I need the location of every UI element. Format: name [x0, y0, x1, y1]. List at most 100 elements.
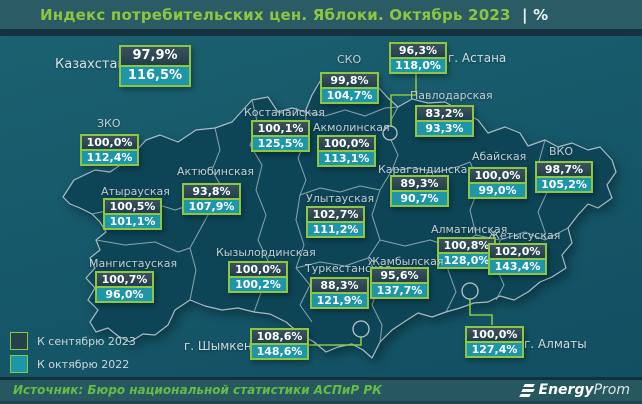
region-label-pavlodarskaya: Павлодарская [410, 89, 493, 102]
value-sep2023: 95,6% [372, 269, 427, 282]
city-marker-shymkent [352, 320, 370, 338]
value-oct2022: 125,5% [253, 137, 308, 150]
value-box-karagandinskaya: 89,3% 90,7% [390, 175, 449, 207]
value-box-akmolinskaya: 100,0% 113,1% [317, 135, 376, 167]
value-oct2022: 90,7% [392, 192, 447, 205]
region-label-astana: г. Астана [448, 51, 507, 65]
legend-swatch-oct-2022 [10, 355, 28, 373]
value-oct2022: 148,6% [252, 345, 307, 358]
value-sep2023: 102,0% [490, 245, 545, 258]
value-oct2022: 137,7% [372, 284, 427, 297]
value-sep2023: 88,3% [312, 279, 367, 292]
value-sep2023: 89,3% [392, 177, 447, 190]
value-oct2022: 101,1% [105, 215, 160, 228]
value-box-kyzylordinskaya: 100,0% 100,2% [228, 261, 288, 293]
value-box-almatinskaya: 100,8% 128,0% [437, 237, 496, 269]
leader-line-shymkent [303, 337, 362, 346]
value-sep2023: 100,0% [82, 136, 137, 149]
region-label-kostanayskaya: Костанайская [244, 106, 325, 119]
value-sep2023: 100,0% [470, 169, 525, 182]
region-label-vko: ВКО [549, 145, 574, 158]
value-oct2022: 96,0% [97, 288, 152, 301]
value-oct2022: 111,2% [308, 223, 363, 236]
value-oct2022: 99,0% [470, 184, 525, 197]
value-box-aktyubinskaya: 93,8% 107,9% [182, 183, 241, 215]
value-box-atyrauskaya: 100,5% 101,1% [103, 198, 162, 230]
region-label-mangistauskaya: Мангистауская [89, 257, 178, 270]
region-label-akmolinskaya: Акмолинская [313, 121, 390, 134]
region-label-zhambylskaya: Жамбылская [368, 255, 444, 268]
value-oct2022: 121,9% [312, 294, 367, 307]
value-oct2022: 112,4% [82, 151, 137, 164]
value-box-turkestanskaya: 88,3% 121,9% [310, 277, 369, 309]
value-oct2022: 143,4% [490, 260, 545, 273]
value-sep2023: 100,0% [467, 328, 522, 341]
legend-item-oct-2022: К октябрю 2022 [10, 355, 136, 373]
value-sep2023: 100,0% [230, 263, 286, 276]
value-box-pavlodarskaya: 83,2% 93,3% [415, 105, 474, 137]
energyprom-logo-icon [518, 383, 535, 398]
value-box-vko: 98,7% 105,2% [535, 161, 593, 193]
value-sep2023: 93,8% [184, 185, 239, 198]
value-box-sko: 99,8% 104,7% [320, 72, 379, 104]
value-sep2023: 100,5% [105, 200, 160, 213]
value-sep2023: 108,6% [252, 330, 307, 343]
page-title-text: Индекс потребительских цен. Яблоки. Октя… [40, 6, 511, 24]
value-box-zhetysuskaya: 102,0% 143,4% [488, 243, 547, 275]
city-marker-astana [382, 125, 398, 141]
region-label-kazakhstan: Казахстан [55, 57, 126, 72]
value-box-astana: 96,3% 118,0% [389, 42, 447, 74]
city-marker-almaty [461, 282, 479, 300]
value-box-mangistauskaya: 100,7% 96,0% [95, 271, 154, 303]
value-box-kazakhstan: 97,9% 116,5% [119, 45, 191, 87]
value-oct2022: 105,2% [537, 178, 591, 191]
value-oct2022: 93,3% [417, 122, 472, 135]
region-label-almaty: г. Алматы [524, 337, 587, 351]
region-label-aktyubinskaya: Актюбинская [177, 165, 255, 178]
leader-line-astana [390, 73, 417, 126]
value-sep2023: 98,7% [537, 163, 591, 176]
value-box-kostanayskaya: 100,1% 125,5% [251, 120, 310, 152]
legend-label-sep-2023: К сентябрю 2023 [37, 334, 136, 348]
value-oct2022: 118,0% [391, 59, 445, 72]
header-bar [0, 0, 642, 29]
value-sep2023: 100,0% [319, 137, 374, 150]
value-oct2022: 113,1% [319, 152, 374, 165]
value-sep2023: 100,1% [253, 122, 308, 135]
value-sep2023: 96,3% [391, 44, 445, 57]
region-label-karagandinskaya: Карагандинская [378, 163, 474, 176]
value-sep2023: 97,9% [121, 47, 189, 65]
energyprom-logo-text: EnergyProm [538, 382, 630, 398]
value-sep2023: 100,7% [97, 273, 152, 286]
value-oct2022: 107,9% [184, 200, 239, 213]
legend-label-oct-2022: К октябрю 2022 [37, 357, 130, 371]
value-oct2022: 127,4% [467, 343, 522, 356]
value-sep2023: 100,8% [439, 239, 494, 252]
region-label-kyzylordinskaya: Кызылординская [216, 246, 316, 259]
region-label-almatinskaya: Алматинская [431, 223, 508, 236]
value-oct2022: 116,5% [121, 67, 189, 85]
region-label-turkestanskaya: Туркестанская [305, 262, 392, 275]
value-oct2022: 128,0% [439, 254, 494, 267]
energyprom-logo: EnergyProm [518, 382, 630, 398]
source-text: Источник: Бюро национальной статистики А… [13, 383, 382, 397]
value-box-ulytauskaya: 102,7% 111,2% [306, 206, 365, 238]
region-label-abayskaya: Абайская [472, 150, 527, 163]
value-box-shymkent: 108,6% 148,6% [250, 328, 309, 360]
leader-line-almaty [469, 299, 493, 325]
value-box-zko: 100,0% 112,4% [80, 134, 139, 166]
value-box-zhambylskaya: 95,6% 137,7% [370, 267, 429, 299]
legend: К сентябрю 2023 К октябрю 2022 [10, 332, 136, 378]
page-title: Индекс потребительских цен. Яблоки. Октя… [40, 6, 548, 24]
legend-item-sep-2023: К сентябрю 2023 [10, 332, 136, 350]
footer-bar: Источник: Бюро национальной статистики А… [0, 377, 642, 404]
value-sep2023: 83,2% [417, 107, 472, 120]
value-box-abayskaya: 100,0% 99,0% [468, 167, 527, 199]
region-label-ulytauskaya: Улытауская [306, 192, 375, 205]
value-oct2022: 104,7% [322, 89, 377, 102]
value-box-almaty: 100,0% 127,4% [465, 326, 524, 358]
region-label-zhetysuskaya: Жетысуская [488, 229, 561, 242]
value-sep2023: 102,7% [308, 208, 363, 221]
region-label-shymkent: г. Шымкент [184, 339, 259, 353]
